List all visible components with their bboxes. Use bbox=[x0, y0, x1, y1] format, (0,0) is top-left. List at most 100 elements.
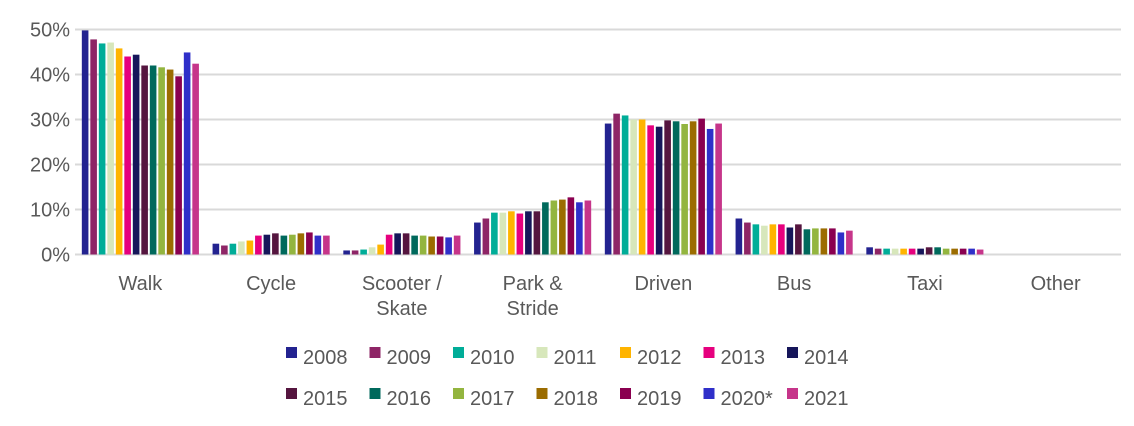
bar-2010-Park & Stride bbox=[491, 212, 498, 255]
legend-label: 2010 bbox=[470, 347, 515, 369]
bar-2014-Park & Stride bbox=[525, 211, 532, 255]
bar-2019-Scooter / Skate bbox=[436, 236, 444, 255]
bar-2008-Bus bbox=[735, 218, 743, 255]
x-tick-label: Cycle bbox=[246, 273, 296, 295]
legend-swatch bbox=[536, 347, 548, 358]
legend-item-2013: 2013 bbox=[703, 347, 765, 369]
bar-2017-Walk bbox=[158, 67, 165, 255]
bar-2021-Cycle bbox=[323, 235, 330, 255]
legend-swatch bbox=[369, 388, 381, 399]
legend-item-2020*: 2020* bbox=[703, 388, 773, 410]
legend-swatch bbox=[286, 347, 297, 358]
bar-2019-Driven bbox=[698, 118, 705, 255]
bar-2015-Taxi bbox=[925, 247, 933, 255]
y-tick-label: 0% bbox=[41, 245, 70, 267]
legend-label: 2018 bbox=[554, 388, 599, 410]
legend-item-2021: 2021 bbox=[787, 388, 849, 410]
x-tick-label: Scooter / bbox=[362, 273, 442, 295]
bar-2013-Walk bbox=[124, 56, 131, 255]
bar-2010-Scooter / Skate bbox=[360, 249, 367, 255]
legend: 2008 2009 2010 2011 2012 2013 2014 2015 2016 2017… bbox=[286, 347, 849, 410]
legend-item-2009: 2009 bbox=[369, 347, 432, 369]
bar-2013-Driven bbox=[647, 125, 654, 255]
legend-swatch bbox=[620, 347, 631, 358]
bar-2014-Driven bbox=[655, 126, 663, 255]
bar-2017-Scooter / Skate bbox=[419, 235, 427, 255]
bar-2021-Park & Stride bbox=[584, 200, 592, 255]
bar-2014-Bus bbox=[786, 227, 794, 255]
y-tick-label: 40% bbox=[30, 65, 70, 87]
bar-2017-Driven bbox=[681, 124, 688, 255]
bar-2012-Taxi bbox=[900, 248, 907, 255]
legend-label: 2021 bbox=[804, 388, 849, 410]
bar-2019-Bus bbox=[829, 228, 836, 255]
bar-2011-Park & Stride bbox=[499, 212, 507, 255]
bar-2014-Scooter / Skate bbox=[394, 233, 401, 255]
bar-2010-Cycle bbox=[229, 243, 237, 255]
legend-label: 2011 bbox=[554, 347, 597, 369]
bar-2020*-Scooter / Skate bbox=[445, 237, 452, 255]
bar-2013-Bus bbox=[778, 224, 785, 255]
bar-2021-Scooter / Skate bbox=[453, 235, 461, 255]
legend-swatch bbox=[536, 388, 548, 399]
legend-label: 2014 bbox=[804, 347, 849, 369]
bar-2012-Driven bbox=[638, 119, 646, 255]
bar-2011-Bus bbox=[761, 225, 768, 255]
x-axis-labels: Walk Cycle Scooter / Skate Park & Stride Drive… bbox=[119, 273, 1081, 320]
bar-2008-Taxi bbox=[866, 247, 873, 255]
bar-2011-Walk bbox=[107, 42, 114, 255]
bar-2018-Cycle bbox=[297, 233, 305, 255]
bar-2018-Park & Stride bbox=[559, 199, 566, 255]
bar-2015-Park & Stride bbox=[533, 211, 541, 255]
bar-2008-Driven bbox=[604, 123, 612, 255]
x-tick-label: Taxi bbox=[907, 273, 943, 295]
legend-label: 2016 bbox=[387, 388, 432, 410]
bar-2011-Taxi bbox=[891, 248, 899, 255]
bar-2014-Taxi bbox=[917, 248, 924, 255]
legend-swatch bbox=[620, 388, 631, 399]
bar-2012-Bus bbox=[769, 224, 777, 255]
legend-item-2011: 2011 bbox=[536, 347, 597, 369]
bar-2017-Cycle bbox=[289, 234, 296, 255]
bar-2009-Bus bbox=[744, 222, 751, 255]
bar-2019-Taxi bbox=[959, 248, 967, 255]
bar-2021-Taxi bbox=[976, 249, 984, 255]
bar-2011-Scooter / Skate bbox=[368, 247, 376, 255]
bar-2012-Cycle bbox=[246, 240, 254, 255]
bar-2009-Scooter / Skate bbox=[351, 250, 359, 255]
bar-2008-Walk bbox=[81, 30, 89, 255]
bar-2020*-Taxi bbox=[968, 248, 975, 255]
bar-2011-Driven bbox=[630, 119, 637, 255]
gridlines bbox=[75, 28, 1121, 256]
bar-2016-Park & Stride bbox=[542, 202, 549, 255]
bar-2021-Walk bbox=[192, 63, 199, 255]
bar-2016-Bus bbox=[803, 229, 811, 255]
bar-2010-Bus bbox=[752, 224, 760, 255]
legend-label: 2017 bbox=[470, 388, 515, 410]
y-tick-label: 30% bbox=[30, 110, 70, 132]
legend-item-2015: 2015 bbox=[286, 388, 348, 410]
legend-label: 2020* bbox=[721, 388, 773, 410]
legend-label: 2019 bbox=[637, 388, 682, 410]
bar-2018-Scooter / Skate bbox=[428, 236, 435, 255]
bar-2020*-Driven bbox=[706, 128, 714, 255]
bar-2020*-Cycle bbox=[314, 235, 322, 255]
bar-2019-Cycle bbox=[306, 232, 313, 255]
bar-2010-Driven bbox=[621, 115, 629, 255]
bar-2016-Scooter / Skate bbox=[411, 235, 418, 255]
x-tick-label: Walk bbox=[119, 273, 164, 295]
x-tick-label: Driven bbox=[634, 273, 692, 295]
bar-2015-Walk bbox=[141, 65, 148, 255]
x-tick-label: Park & bbox=[503, 273, 564, 295]
bar-2012-Walk bbox=[115, 48, 123, 255]
bar-2013-Cycle bbox=[255, 235, 262, 255]
legend-label: 2009 bbox=[387, 347, 432, 369]
bar-2015-Cycle bbox=[272, 233, 279, 255]
legend-item-2012: 2012 bbox=[620, 347, 682, 369]
bar-2010-Taxi bbox=[883, 248, 890, 255]
bar-2008-Park & Stride bbox=[474, 222, 481, 255]
bar-2013-Scooter / Skate bbox=[385, 234, 393, 255]
x-tick-label: Bus bbox=[777, 273, 811, 295]
legend-swatch bbox=[453, 388, 464, 399]
bar-2021-Driven bbox=[715, 123, 722, 255]
